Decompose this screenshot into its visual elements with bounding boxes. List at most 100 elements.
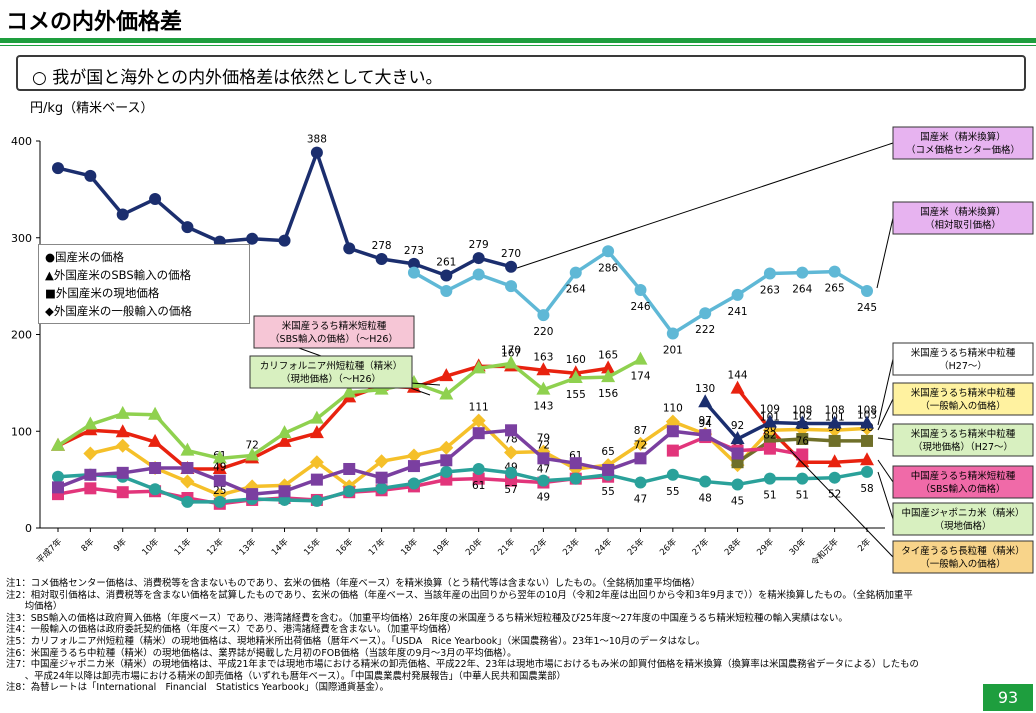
x-tick-label: 26年 <box>658 536 680 558</box>
data-point <box>828 265 841 278</box>
data-label: 61 <box>472 480 485 492</box>
callout-text: （H27～） <box>939 360 987 372</box>
data-point <box>116 486 129 499</box>
data-point <box>666 468 679 481</box>
data-point <box>374 454 389 469</box>
data-label: 72 <box>537 439 550 451</box>
data-point <box>861 434 873 447</box>
callout-box <box>892 502 1034 536</box>
callout-leader <box>877 459 894 483</box>
data-point <box>536 381 551 395</box>
data-point <box>796 266 809 279</box>
y-axis-unit-label: 円/kg（精米ベース） <box>30 101 154 116</box>
page-number: 93 <box>983 684 1033 711</box>
data-point <box>51 437 65 451</box>
x-tick-label: 28年 <box>722 536 744 558</box>
data-point <box>505 424 518 437</box>
data-point <box>666 327 679 340</box>
data-point <box>149 462 162 475</box>
x-tick-label: 23年 <box>560 536 582 558</box>
callout-text: タイ産うるち長粒種（精米） <box>901 545 1025 557</box>
data-label: 25 <box>213 485 226 497</box>
data-point <box>763 267 776 280</box>
callout-text: 中国産ジャポニカ米（精米） <box>901 507 1024 519</box>
callout-text: 米国産うるち精米中粒種 <box>911 347 1016 359</box>
data-point <box>407 257 420 270</box>
data-point <box>278 234 291 247</box>
data-point <box>84 468 97 481</box>
data-point <box>406 448 421 463</box>
data-point <box>730 430 745 444</box>
data-label: 261 <box>436 256 456 268</box>
data-label: 143 <box>533 401 553 413</box>
data-label: 45 <box>731 495 744 507</box>
data-label: 264 <box>792 284 812 296</box>
data-point <box>440 454 453 467</box>
data-point <box>796 432 809 445</box>
x-tick-label: 16年 <box>334 536 356 558</box>
data-point <box>699 429 712 442</box>
data-label: 52 <box>828 489 841 501</box>
data-label: 82 <box>763 430 776 442</box>
data-label: 388 <box>307 134 327 146</box>
x-tick-label: 17年 <box>366 536 388 558</box>
data-point <box>149 483 162 496</box>
headline-box: ○ 我が国と海外との内外価格差は依然として大きい。 <box>16 55 1026 91</box>
data-point <box>116 208 129 221</box>
data-label: 79 <box>537 433 550 445</box>
data-point <box>796 448 809 461</box>
headline-text: ○ 我が国と海外との内外価格差は依然として大きい。 <box>32 68 443 88</box>
data-label: 51 <box>763 490 776 502</box>
data-point <box>246 232 259 245</box>
data-point <box>181 462 194 475</box>
data-label: 103 <box>857 409 877 421</box>
data-point <box>762 414 777 428</box>
x-tick-label: 24年 <box>593 536 615 558</box>
x-tick-label: 13年 <box>237 536 259 558</box>
data-point <box>699 307 712 320</box>
data-point <box>180 442 195 456</box>
x-tick-label: 29年 <box>755 536 777 558</box>
data-label: 160 <box>566 354 586 366</box>
data-label: 55 <box>601 486 614 498</box>
data-point <box>245 447 260 461</box>
data-point <box>439 368 454 382</box>
data-point <box>440 465 453 478</box>
data-point <box>634 476 647 489</box>
price-line-chart: 0 100 200 300 400 平成7年 8年 9年 10年 11年 12年 13年 14年 15年 1… <box>11 126 1034 574</box>
data-label: 94 <box>699 418 713 430</box>
data-point <box>568 370 583 384</box>
data-point <box>860 415 874 429</box>
data-point <box>633 436 648 451</box>
data-point <box>601 360 616 374</box>
data-point <box>407 460 420 473</box>
data-point <box>52 481 64 494</box>
data-label: 156 <box>598 388 618 400</box>
data-point <box>698 394 713 408</box>
callout-text: 国産米（精米換算） <box>920 206 1006 218</box>
data-point <box>472 268 485 281</box>
data-label: 278 <box>372 240 392 252</box>
data-label: 109 <box>760 404 780 416</box>
footnote-7: 注7：中国産ジャポニカ米（精米）の現地価格は、平成21年までは現地市場における精… <box>6 659 919 671</box>
data-label: 273 <box>404 245 424 257</box>
data-label: 55 <box>666 486 679 498</box>
data-label: 108 <box>792 405 812 417</box>
data-point <box>375 482 388 495</box>
series-line <box>703 401 867 441</box>
data-point <box>860 452 874 466</box>
data-point <box>212 450 227 464</box>
data-point <box>504 445 519 460</box>
data-label: 130 <box>695 383 715 395</box>
y-tick-label: 400 <box>11 135 32 148</box>
callout-text: （SBS輸入の価格） <box>921 483 1006 495</box>
data-point <box>309 425 324 439</box>
series-line <box>57 428 739 496</box>
data-label: 165 <box>598 349 618 361</box>
data-point <box>763 442 776 455</box>
callout-leader <box>877 358 894 426</box>
callout-text: 国産米（精米換算） <box>920 131 1006 143</box>
callout-leader <box>877 471 894 520</box>
data-point <box>310 146 323 159</box>
data-label: 222 <box>695 324 715 336</box>
